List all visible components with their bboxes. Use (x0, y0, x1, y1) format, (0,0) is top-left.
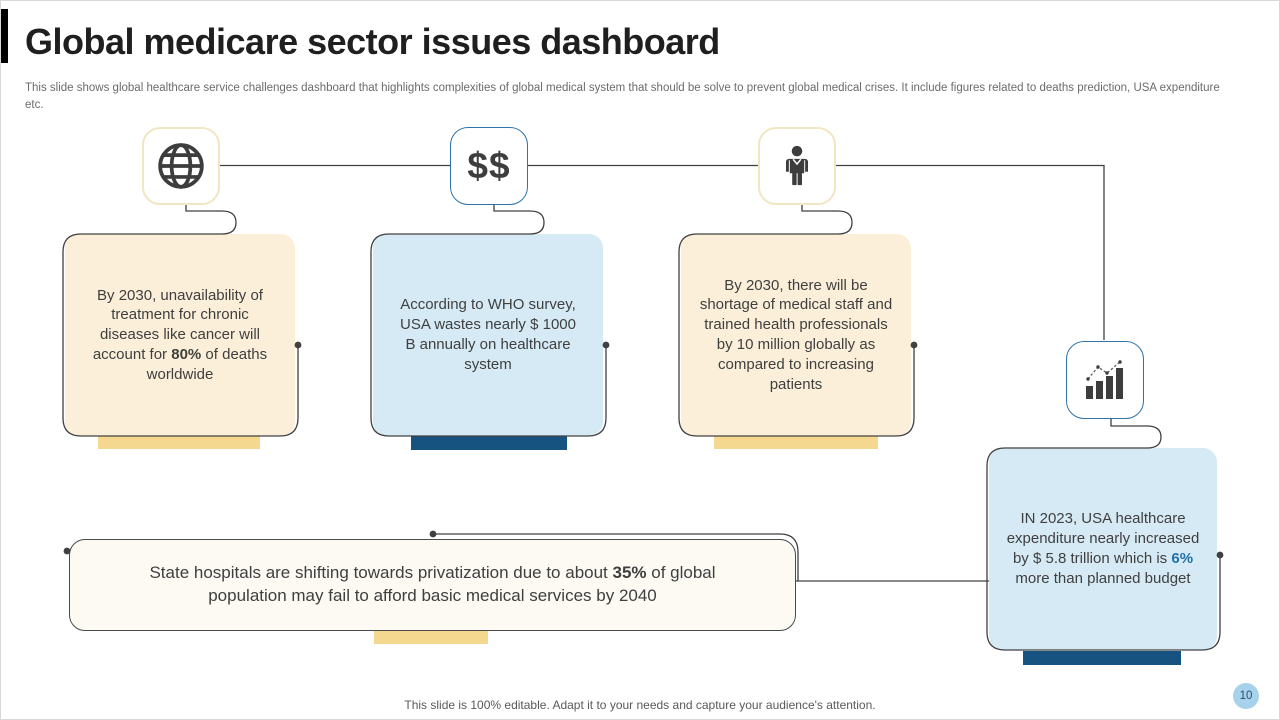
card-text: IN 2023, USA healthcare expenditure near… (1006, 510, 1200, 587)
page-title: Global medicare sector issues dashboard (25, 21, 720, 62)
info-card-usa-waste: According to WHO survey, USA wastes near… (373, 234, 603, 436)
underline-bar (1023, 651, 1181, 665)
main-connector-line (220, 164, 1105, 340)
underline-bar (411, 436, 567, 450)
page-subtitle: This slide shows global healthcare servi… (25, 82, 1220, 111)
card-text: By 2030, there will be shortage of medic… (699, 276, 893, 393)
card-text: State hospitals are shifting towards pri… (149, 563, 716, 605)
doctor-icon-tile (758, 127, 836, 205)
info-card-deaths: By 2030, unavailability of treatment for… (65, 234, 295, 436)
globe-icon (158, 143, 204, 189)
underline-bar (714, 436, 878, 449)
dollar-icon: $$ (467, 145, 511, 186)
info-card-expenditure: IN 2023, USA healthcare expenditure near… (989, 448, 1217, 650)
doctor-icon (785, 145, 809, 186)
card-text: According to WHO survey, USA wastes near… (400, 296, 576, 373)
title-accent-bar (1, 9, 8, 63)
growth-chart-icon-tile (1066, 341, 1144, 419)
growth-chart-icon (1086, 360, 1123, 399)
info-card-staff-shortage: By 2030, there will be shortage of medic… (681, 234, 911, 436)
globe-icon-tile (142, 127, 220, 205)
dollar-icon-tile: $$ (450, 127, 528, 205)
underline-bar (374, 631, 488, 644)
info-card-privatization: State hospitals are shifting towards pri… (69, 539, 796, 631)
page-number-badge: 10 (1233, 683, 1259, 709)
footer-note: This slide is 100% editable. Adapt it to… (404, 698, 876, 712)
card-text: By 2030, unavailability of treatment for… (92, 286, 268, 383)
underline-bar (98, 436, 260, 449)
